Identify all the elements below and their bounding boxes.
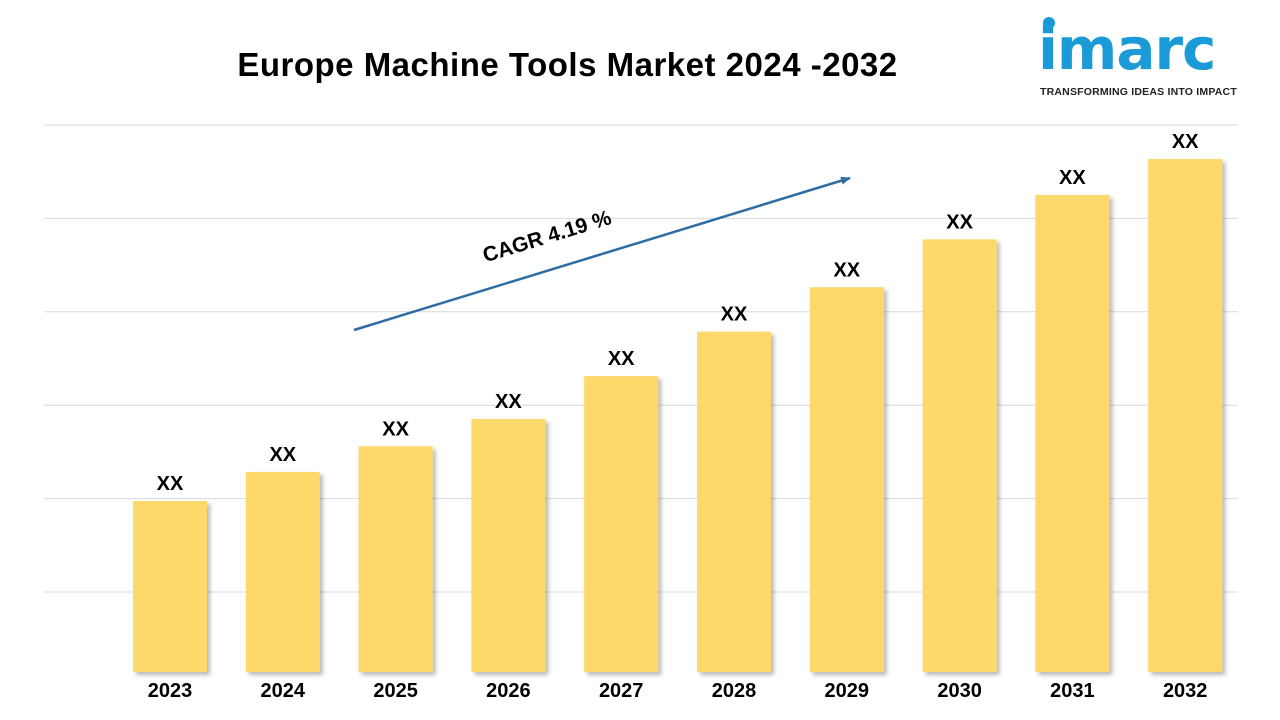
x-tick-label: 2030 [937, 680, 982, 702]
x-tick-label: 2023 [148, 680, 193, 702]
bar [584, 376, 659, 672]
data-label: XX [721, 304, 748, 326]
x-tick-label: 2032 [1163, 680, 1208, 702]
x-tick-label: 2028 [712, 680, 757, 702]
data-label: XX [382, 418, 409, 440]
x-tick-label: 2031 [1050, 680, 1095, 702]
x-tick-label: 2026 [486, 680, 531, 702]
cagr-annotation: CAGR 4.19 % [480, 206, 614, 267]
logo-tagline: TRANSFORMING IDEAS INTO IMPACT [1040, 86, 1237, 98]
bar [1148, 159, 1223, 672]
imarc-logo: imarc TRANSFORMING IDEAS INTO IMPACT [1038, 14, 1238, 104]
x-tick-label: 2029 [825, 680, 870, 702]
bar [133, 501, 207, 672]
bar [697, 331, 771, 672]
x-tick-label: 2027 [599, 680, 644, 702]
data-label: XX [1059, 167, 1086, 189]
bar [1035, 194, 1110, 672]
logo-dot-icon [1043, 17, 1055, 29]
logo-wordmark: imarc [1038, 15, 1216, 83]
cagr-arrow [353, 176, 851, 332]
chart-title: Europe Machine Tools Market 2024 -2032 [237, 46, 898, 83]
data-label: XX [833, 259, 860, 281]
data-label: XX [608, 348, 635, 370]
data-label: XX [946, 211, 973, 233]
bar [245, 471, 320, 672]
bar [358, 446, 433, 672]
data-label: XX [1172, 131, 1199, 153]
x-tick-label: 2024 [261, 680, 306, 702]
data-label: XX [157, 473, 184, 495]
x-tick-label: 2025 [373, 680, 418, 702]
data-label: XX [495, 391, 522, 413]
bar [471, 418, 546, 672]
bar [922, 239, 997, 672]
data-label: XX [269, 444, 296, 466]
bar [809, 287, 884, 672]
